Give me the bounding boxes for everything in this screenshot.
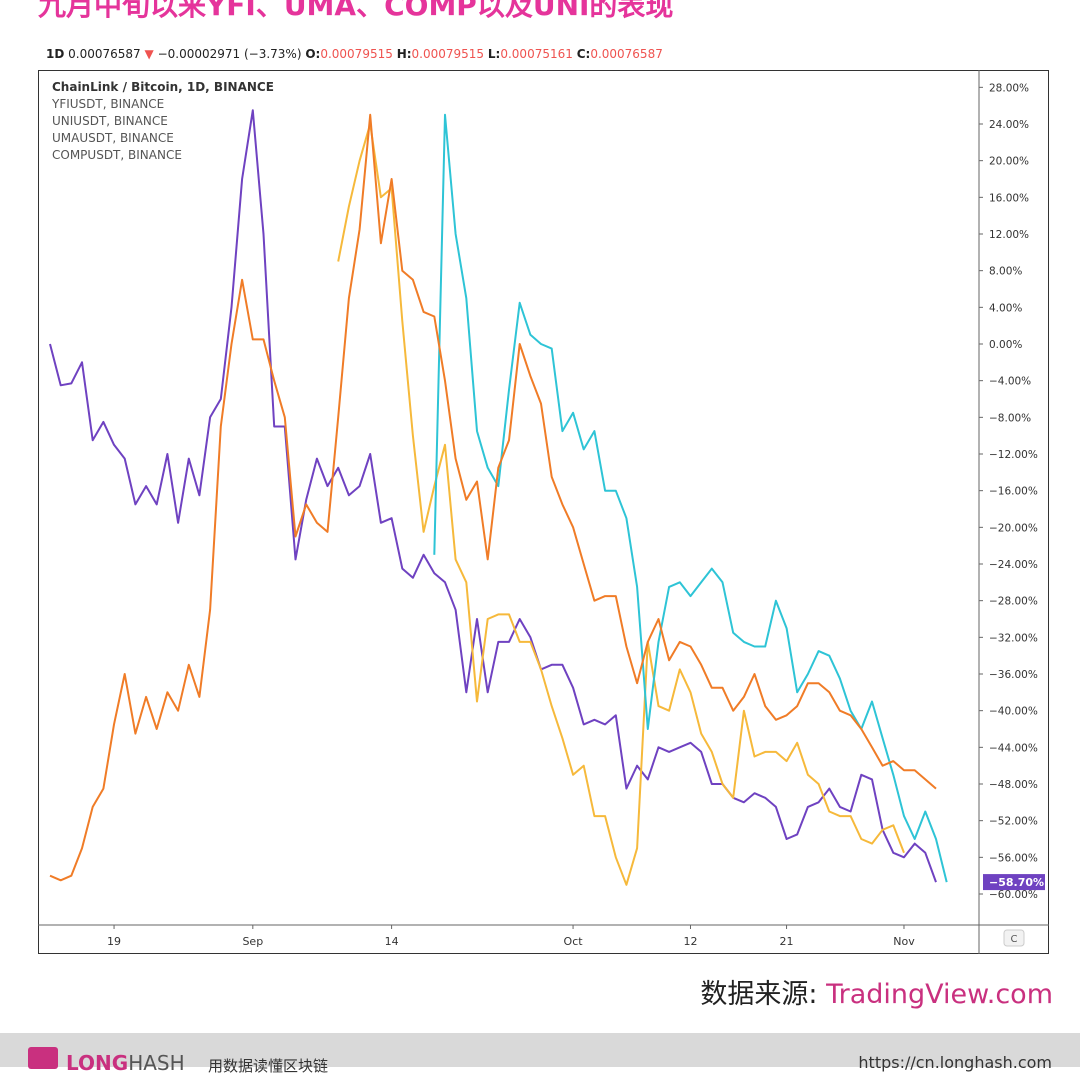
source-label: 数据来源: — [700, 979, 827, 1010]
interval-label: 1D — [46, 47, 65, 61]
y-tick-label: −60.00% — [989, 889, 1038, 901]
low-label: L: — [487, 47, 501, 61]
series-line-2 — [337, 123, 905, 886]
badge-bg — [983, 874, 1045, 891]
x-tick-label: Oct — [564, 935, 584, 948]
series-line-3 — [433, 113, 948, 883]
y-tick-label: −20.00% — [989, 522, 1038, 534]
series-line-1 — [49, 113, 937, 882]
y-tick-label: −48.00% — [989, 779, 1038, 791]
badge-label: −58.70% — [989, 876, 1044, 889]
series-layer — [49, 109, 948, 886]
y-tick-label: 0.00% — [989, 339, 1022, 351]
y-tick-label: 8.00% — [989, 266, 1022, 278]
y-tick-label: −16.00% — [989, 486, 1038, 498]
y-tick-label: 28.00% — [989, 82, 1029, 94]
y-tick-label: −36.00% — [989, 669, 1038, 681]
axis-lines — [38, 70, 1049, 954]
down-arrow-icon: ▼ — [144, 47, 154, 61]
y-tick-label: −44.00% — [989, 742, 1038, 754]
chart-frame — [38, 70, 1049, 954]
legend-item-uni: UNIUSDT, BINANCE — [52, 114, 168, 128]
low-value: 0.00075161 — [500, 47, 573, 61]
ohlc-status-bar: 1D 0.00076587 ▼ −0.00002971 (−3.73%) O:0… — [46, 47, 663, 61]
corner-label: C — [1011, 934, 1018, 945]
x-tick-label: Sep — [242, 935, 263, 948]
y-tick-label: −12.00% — [989, 449, 1038, 461]
x-tick-label: Nov — [893, 935, 915, 948]
legend-item-uma: UMAUSDT, BINANCE — [52, 131, 174, 145]
footer-bar: LONGHASH 用数据读懂区块链 https://cn.longhash.co… — [0, 1033, 1080, 1075]
chart-legend: ChainLink / Bitcoin, 1D, BINANCE YFIUSDT… — [51, 80, 274, 162]
y-tick-label: −24.00% — [989, 559, 1038, 571]
y-tick-label: −4.00% — [989, 376, 1031, 388]
x-tick-label: 19 — [107, 935, 121, 948]
x-tick-label: 21 — [780, 935, 794, 948]
y-tick-label: −32.00% — [989, 632, 1038, 644]
footer-slogan: 用数据读懂区块链 — [208, 1057, 329, 1075]
legend-item-comp: COMPUSDT, BINANCE — [52, 148, 182, 162]
axis-corner-button[interactable]: C — [1003, 929, 1025, 947]
y-tick-label: −52.00% — [989, 816, 1038, 828]
y-tick-label: −28.00% — [989, 596, 1038, 608]
open-label: O: — [305, 47, 321, 61]
y-tick-label: −40.00% — [989, 706, 1038, 718]
last-price: 0.00076587 — [68, 47, 141, 61]
legend-main: ChainLink / Bitcoin, 1D, BINANCE — [52, 80, 274, 94]
y-tick-label: 12.00% — [989, 229, 1029, 241]
x-axis: 19 Sep 14 Oct 12 21 Nov — [107, 925, 915, 948]
series-line-0 — [49, 109, 937, 883]
footer-brand: LONGHASH — [66, 1051, 185, 1075]
x-tick-label: 12 — [683, 935, 697, 948]
close-label: C: — [576, 47, 591, 61]
y-tick-label: −56.00% — [989, 852, 1038, 864]
page-title: 九月中旬以来YFI、UMA、COMP以及UNI的表现 — [38, 0, 674, 22]
high-value: 0.00079515 — [411, 47, 485, 61]
data-source: 数据来源: TradingView.com — [700, 972, 1053, 1011]
y-tick-label: 20.00% — [989, 156, 1029, 168]
price-change: −0.00002971 (−3.73%) — [157, 47, 302, 61]
close-value: 0.00076587 — [590, 47, 663, 61]
brand-hash: HASH — [128, 1051, 185, 1075]
line-chart[interactable]: 28.00% 24.00% 20.00% 16.00% 12.00% 8.00% 4.00%… — [38, 70, 1049, 954]
legend-item-yfi: YFIUSDT, BINANCE — [51, 97, 164, 111]
x-tick-label: 14 — [385, 935, 399, 948]
y-axis: 28.00% 24.00% 20.00% 16.00% 12.00% 8.00% 4.00%… — [979, 82, 1038, 901]
longhash-logo-icon — [28, 1047, 58, 1069]
brand-long: LONG — [66, 1051, 129, 1075]
open-value: 0.00079515 — [320, 47, 393, 61]
y-tick-label: 4.00% — [989, 302, 1022, 314]
source-site[interactable]: TradingView.com — [826, 979, 1053, 1010]
last-value-badge: −58.70% — [983, 874, 1045, 891]
footer-url[interactable]: https://cn.longhash.com — [858, 1053, 1052, 1072]
y-tick-label: 24.00% — [989, 119, 1029, 131]
high-label: H: — [396, 47, 412, 61]
y-tick-label: 16.00% — [989, 192, 1029, 204]
y-tick-label: −8.00% — [989, 412, 1031, 424]
